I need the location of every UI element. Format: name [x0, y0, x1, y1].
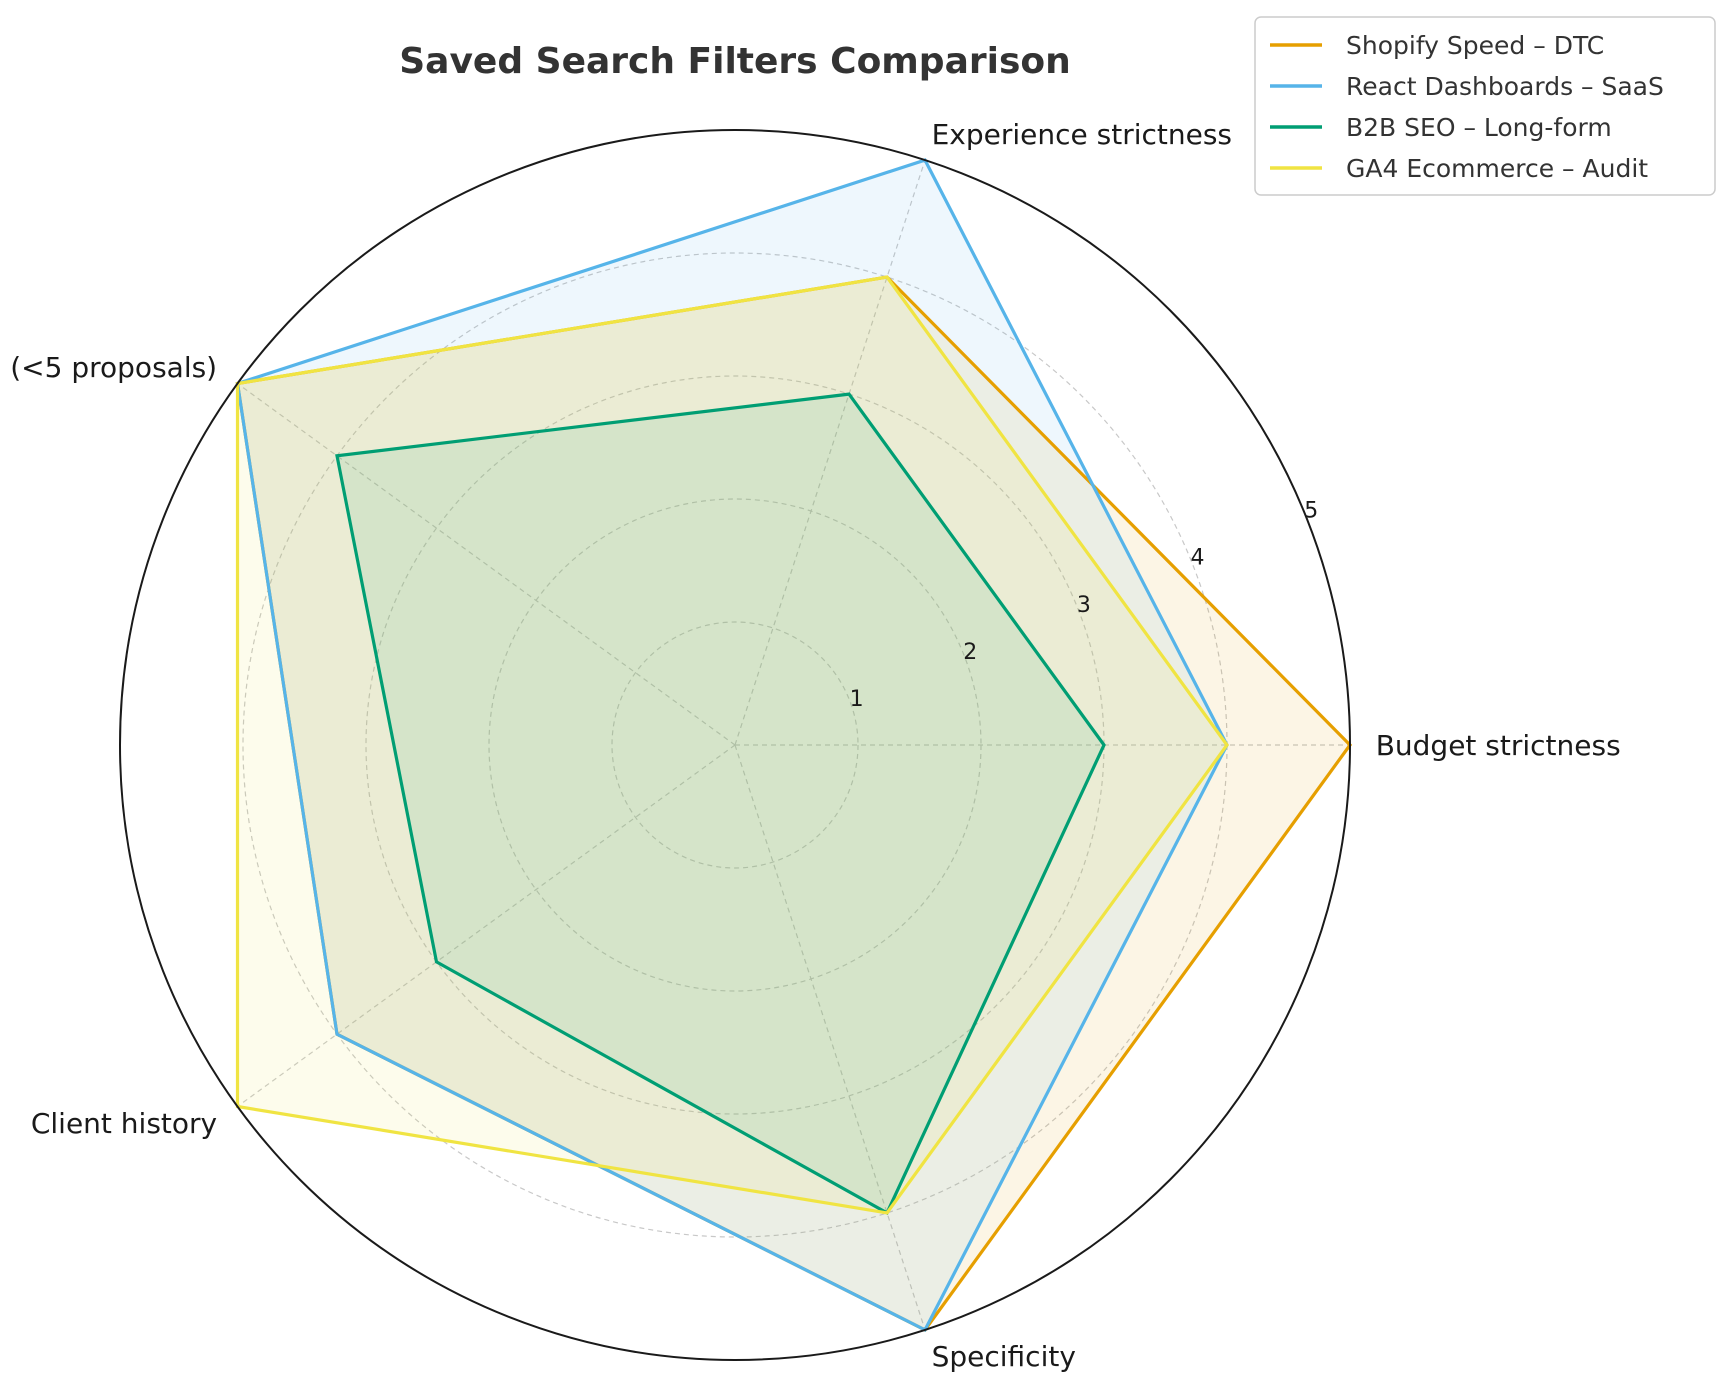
outer-frame [119, 129, 1351, 1361]
radial-tick-labels: 1 2 3 4 5 [850, 499, 1319, 712]
axis-label-1: Experience strictness [932, 118, 1232, 151]
tick-label-3: 3 [1077, 593, 1091, 618]
grid-ring-1 [611, 621, 859, 869]
series-fill-0 [237, 277, 1350, 1330]
series-line-2 [335, 392, 1106, 1216]
legend-label-1: React Dashboards – SaaS [1346, 72, 1664, 101]
tick-label-2: 2 [963, 640, 977, 665]
legend-label-0: Shopify Speed – DTC [1346, 31, 1604, 60]
series-line-1 [235, 158, 1229, 1333]
legend-label-3: GA4 Ecommerce – Audit [1346, 154, 1648, 183]
legend-box [1254, 16, 1716, 196]
axis-label-3: Client history [31, 1107, 217, 1140]
series-fills [237, 160, 1350, 1330]
series-lines [235, 158, 1353, 1333]
series-line-3 [235, 275, 1229, 1215]
spoke-4 [734, 744, 926, 1331]
chart-title: Saved Search Filters Comparison [399, 41, 1071, 82]
legend-label-2: B2B SEO – Long-form [1346, 113, 1612, 142]
spoke-2 [237, 383, 736, 746]
series-fill-2 [337, 394, 1104, 1213]
axis-label-4: Specificity [932, 1340, 1076, 1373]
tick-label-1: 1 [850, 687, 864, 712]
spoke-1 [734, 159, 926, 746]
series-fill-1 [237, 160, 1227, 1330]
axis-label-0: Budget strictness [1376, 729, 1621, 762]
legend: Shopify Speed – DTC React Dashboards – Sa… [1254, 16, 1716, 196]
series-fill-3 [237, 277, 1227, 1213]
tick-label-4: 4 [1191, 546, 1205, 571]
axis-label-2: Freshness (<5 proposals) [0, 351, 217, 384]
spoke-3 [237, 744, 736, 1107]
tick-label-5: 5 [1304, 499, 1318, 524]
axis-labels: Budget strictness Experience strictness Fr… [0, 118, 1621, 1373]
